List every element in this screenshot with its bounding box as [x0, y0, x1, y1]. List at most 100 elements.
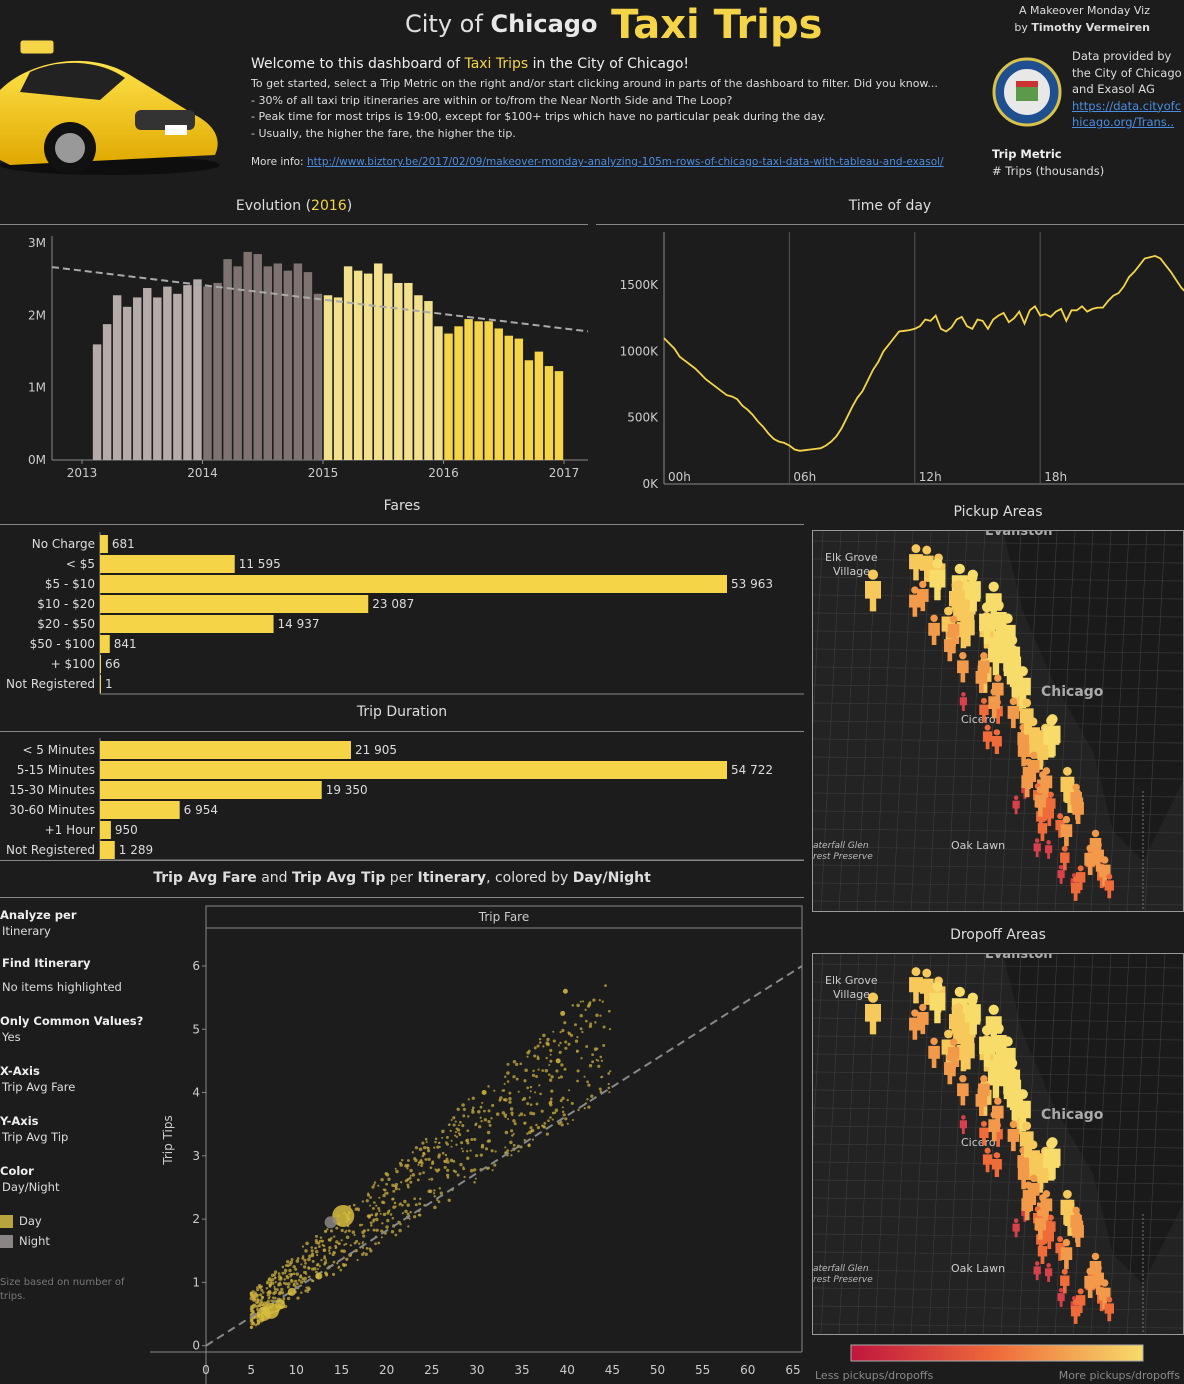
area-marker: [978, 1075, 990, 1106]
itinerary-point: [406, 1203, 410, 1207]
trend-line: [51, 266, 589, 333]
itinerary-point: [535, 1102, 539, 1106]
itinerary-point: [256, 1298, 260, 1302]
itinerary-point: [394, 1182, 399, 1187]
itinerary-point: [297, 1278, 301, 1282]
marker-head: [867, 569, 879, 580]
itinerary-point: [273, 1273, 277, 1276]
itinerary-point: [362, 1229, 367, 1233]
itinerary-point: [444, 1153, 448, 1157]
xaxis-select[interactable]: Trip Avg Fare: [2, 1080, 76, 1094]
yaxis-select[interactable]: Trip Avg Tip: [2, 1130, 69, 1144]
itinerary-point: [511, 1113, 514, 1117]
itinerary-point: [490, 1117, 493, 1120]
marker-head: [993, 1152, 1000, 1159]
area-marker: [988, 1110, 1000, 1142]
evolution-chart[interactable]: 0M 1M 2M 3M 2013 2014 2015 2016 2017: [0, 228, 592, 490]
itinerary-point: [544, 1068, 549, 1073]
itinerary-point: [381, 1200, 385, 1204]
marker-body: [1072, 801, 1084, 824]
area-marker: [1075, 1288, 1086, 1314]
itinerary-point: [431, 1160, 435, 1163]
itinerary-point: [416, 1178, 420, 1182]
find-itinerary-select[interactable]: No items highlighted: [2, 980, 122, 994]
itinerary-point: [559, 1041, 562, 1045]
itinerary-point: [308, 1275, 311, 1278]
color-select[interactable]: Day/Night: [2, 1180, 60, 1194]
area-marker: [909, 1009, 921, 1040]
bar: [100, 675, 101, 693]
itinerary-point: [486, 1167, 489, 1170]
itinerary-point: [408, 1217, 411, 1220]
trip-duration-chart[interactable]: < 5 Minutes 21 905 5-15 Minutes 54 722 15-30…: [0, 738, 804, 862]
marker-body: [1092, 849, 1104, 872]
marker-body: [978, 1083, 990, 1106]
itinerary-point: [450, 1118, 453, 1122]
itinerary-point: [526, 1051, 530, 1055]
marker-body: [991, 736, 1002, 754]
itinerary-point: [452, 1116, 456, 1120]
marker-head: [988, 1004, 999, 1015]
itinerary-point: [408, 1176, 412, 1180]
trip-metric-value[interactable]: # Trips (thousands): [992, 164, 1105, 178]
itinerary-point: [515, 1077, 519, 1081]
time-of-day-chart[interactable]: 0K 500K 1000K 1500K 00h 06h 12h 18h: [596, 228, 1184, 490]
itinerary-point: [582, 1000, 585, 1003]
itinerary-point: [349, 1244, 352, 1247]
common-select[interactable]: Yes: [2, 1030, 21, 1044]
itinerary-point: [447, 1198, 451, 1202]
evolution-bar: [92, 344, 102, 460]
itinerary-point: [536, 1044, 540, 1048]
itinerary-point: [345, 1235, 350, 1240]
itinerary-point: [365, 1247, 369, 1250]
marker-head: [967, 569, 978, 580]
marker-body: [1012, 800, 1020, 815]
fares-chart[interactable]: No Charge 681 < $5 11 595 $5 - $10 53 963 $10 …: [0, 532, 804, 696]
more-info-link[interactable]: http://www.biztory.be/2017/02/09/makeove…: [306, 156, 944, 168]
marker-body: [951, 1013, 966, 1040]
itinerary-point: [371, 1185, 375, 1189]
analyze-select[interactable]: Itinerary: [2, 924, 51, 938]
bar: [100, 841, 115, 859]
evolution-bar: [384, 273, 393, 460]
itinerary-point: [576, 1079, 579, 1083]
itinerary-point: [528, 1096, 531, 1099]
category-label: 15-30 Minutes: [9, 783, 95, 797]
x-tick-label: 06h: [793, 470, 816, 484]
itinerary-point: [404, 1179, 408, 1183]
area-marker: [1044, 714, 1061, 757]
trip-metric-filter[interactable]: Trip Metric # Trips (thousands): [992, 146, 1104, 180]
itinerary-point: [574, 1023, 577, 1027]
data-portal-link[interactable]: https://data.cityofchicago.org/Trans..: [1072, 98, 1182, 130]
bar-value-label: 21 905: [355, 743, 397, 757]
marker-body: [959, 1120, 967, 1134]
itinerary-point: [512, 1075, 516, 1079]
itinerary-point: [576, 1035, 579, 1039]
itinerary-point: [576, 1069, 580, 1073]
marker-body: [928, 1045, 940, 1068]
itinerary-point: [414, 1203, 418, 1207]
itinerary-point: [449, 1158, 454, 1163]
itinerary-point: [275, 1299, 286, 1310]
itinerary-point: [323, 1229, 327, 1233]
legend-day[interactable]: Day: [0, 1214, 150, 1228]
find-label: Find Itinerary: [2, 956, 91, 970]
marker-head: [980, 1075, 988, 1083]
itinerary-point: [456, 1107, 460, 1111]
itinerary-point: [307, 1266, 311, 1270]
title-main: Taxi Trips: [611, 2, 823, 48]
itinerary-point: [562, 1113, 566, 1117]
map-road: [1144, 954, 1166, 1334]
marker-body: [964, 581, 981, 612]
itinerary-point: [361, 1200, 365, 1203]
legend-night[interactable]: Night: [0, 1234, 150, 1248]
itinerary-point: [510, 1154, 513, 1157]
title-city: Chicago: [490, 10, 598, 38]
scatter-title-part: Trip Avg Fare: [153, 870, 257, 886]
area-marker: [1072, 1216, 1084, 1247]
itinerary-point: [592, 998, 596, 1002]
marker-body: [1014, 677, 1031, 709]
